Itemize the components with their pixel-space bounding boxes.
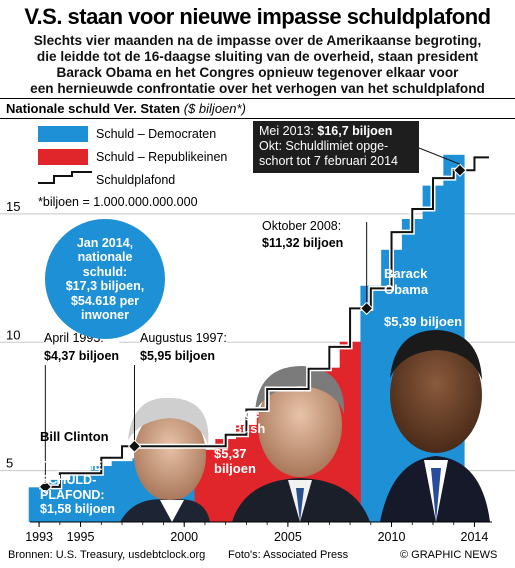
footer-sources: Bronnen: U.S. Treasury, usdebtclock.org [8, 549, 206, 561]
clinton-label: Bill Clinton TOENAME SCHULD- PLAFOND: $1… [40, 429, 116, 517]
callout-oct-2013-line1: Okt: Schuldlimiet opge- [259, 139, 389, 153]
x-tick-label: 2005 [274, 530, 302, 544]
bar-democrat [360, 285, 382, 522]
x-tick-label: 2014 [461, 530, 489, 544]
callout-oct-2013-line2: schort tot 7 februari 2014 [259, 154, 398, 168]
legend-ceiling-label: Schuldplafond [96, 173, 176, 187]
bar-democrat [28, 487, 50, 522]
callout-may-2013-value: $16,7 biljoen [317, 124, 393, 138]
annotation-aug-1997: Augustus 1997: $5,95 biljoen [140, 329, 227, 365]
bush-photo [232, 366, 370, 522]
annotation-apr-1993-value: $4,37 biljoen [44, 349, 120, 363]
leader-may-2013 [418, 147, 461, 165]
clinton-extra: PLAFOND: [40, 487, 105, 502]
footer-credit: © GRAPHIC NEWS [400, 549, 498, 561]
circle-line: $17,3 biljoen, [65, 279, 145, 293]
clinton-extra: SCHULD- [40, 473, 97, 487]
headline: V.S. staan voor nieuwe impasse schuldpla… [24, 4, 491, 29]
obama-photo [380, 330, 490, 522]
clinton-extra: $1,58 biljoen [40, 502, 116, 516]
circle-line: nationale [77, 250, 133, 264]
axes: 5 10 15 1993 1995 2000 2005 2010 2014 [6, 199, 492, 544]
annotation-aug-1997-label: Augustus 1997: [140, 331, 227, 345]
ceiling-line [39, 156, 489, 488]
circle-line: inwoner [81, 308, 129, 322]
subhead-line: een hernieuwde confrontatie over het ver… [30, 81, 485, 96]
circle-line: Jan 2014, [76, 235, 134, 250]
legend-ceiling-swatch [38, 171, 92, 184]
legend-rep-label: Schuld – Republikeinen [96, 150, 228, 164]
x-tick-label: 1995 [67, 530, 95, 544]
divider-top [0, 98, 515, 99]
annotation-oct-2008-label: Oktober 2008: [262, 219, 342, 233]
clinton-name: Bill Clinton [40, 429, 109, 444]
bar-democrat [49, 479, 71, 522]
clinton-photo [120, 397, 210, 522]
y-tick-label: 15 [6, 199, 20, 214]
obama-name: Obama [384, 282, 429, 297]
bar-republican [339, 341, 361, 522]
circle-line: $54.618 per [70, 293, 140, 308]
chart-title-text: Nationale schuld Ver. Staten [6, 101, 181, 116]
legend-dem-label: Schuld – Democraten [96, 127, 217, 141]
divider-chart [0, 118, 515, 119]
clinton-extra: TOENAME [40, 458, 103, 473]
obama-name: Barack [384, 266, 428, 281]
y-tick-label: 10 [6, 327, 20, 342]
y-tick-label: 5 [6, 456, 13, 471]
chart-unit: ($ biljoen*) [183, 101, 246, 116]
subhead-line: die leidde tot de 16-daagse sluiting van… [36, 49, 479, 64]
bush-label: George W. Bush $5,37 biljoen [214, 406, 265, 476]
bush-name: George [214, 406, 260, 421]
ceiling-marker [453, 163, 467, 177]
subhead-line: Slechts vier maanden na de impasse over … [33, 33, 482, 48]
circle-line: schuld: [82, 264, 128, 279]
callout-may-2013-prefix: Mei 2013: [259, 124, 318, 138]
ceiling-marker [127, 439, 142, 453]
ceiling-marker [359, 301, 374, 316]
subhead-line: Barack Obama en het Congres opnieuw tege… [56, 65, 459, 80]
ceiling-marker [38, 480, 53, 494]
obama-extra: $5,39 biljoen [384, 314, 463, 329]
national-debt-circle: Jan 2014, nationale schuld: $17,3 biljoe… [45, 219, 165, 339]
legend-dem-swatch [38, 126, 88, 142]
subheadline: Slechts vier maanden na de impasse over … [4, 33, 511, 97]
bush-extra: biljoen [214, 461, 256, 476]
x-tick-label: 2000 [170, 530, 198, 544]
bush-name: W. Bush [214, 421, 266, 436]
bar-republican [215, 439, 237, 522]
bar-democrat [90, 466, 113, 522]
bush-extra: $5,37 [214, 446, 247, 461]
bar-democrat [111, 461, 133, 522]
legend-footnote: *biljoen = 1.000.000.000.000 [38, 195, 198, 209]
callout-may-2013: Mei 2013: $16,7 biljoen Okt: Schuldlimie… [253, 121, 419, 173]
ceiling [38, 147, 489, 494]
bar-democrat [70, 472, 92, 522]
obama-label: Barack Obama $5,39 biljoen [384, 266, 462, 330]
annotation-aug-1997-value: $5,95 biljoen [140, 349, 216, 363]
callout-may-2013-title: Mei 2013: $16,7 biljoen [259, 124, 413, 139]
x-tick-label: 2010 [378, 530, 406, 544]
president-photos [120, 330, 490, 522]
footer-photos: Foto's: Associated Press [228, 549, 349, 561]
chart-title: Nationale schuld Ver. Staten ($ biljoen*… [6, 101, 246, 116]
annotation-oct-2008: Oktober 2008: $11,32 biljoen [262, 218, 343, 252]
legend-rep-swatch [38, 149, 88, 165]
annotation-oct-2008-value: $11,32 biljoen [262, 236, 344, 250]
x-tick-label: 1993 [25, 530, 53, 544]
